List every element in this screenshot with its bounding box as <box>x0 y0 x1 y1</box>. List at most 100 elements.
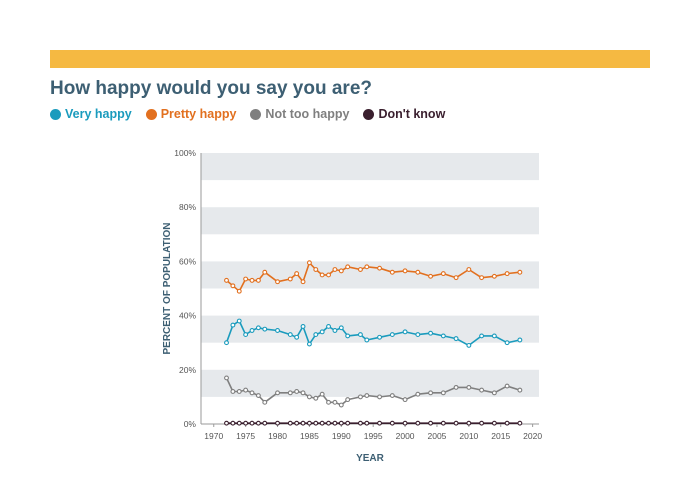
data-point <box>243 420 249 426</box>
data-point <box>294 389 300 394</box>
data-point <box>402 397 408 403</box>
x-axis-label: YEAR <box>356 453 385 464</box>
header-accent-bar <box>50 50 650 68</box>
data-point <box>294 334 300 340</box>
data-point <box>364 337 370 343</box>
chart-title: How happy would you say you are? <box>50 78 372 99</box>
data-point <box>230 420 236 426</box>
data-point <box>319 329 325 335</box>
data-point <box>224 375 229 381</box>
y-axis-label: PERCENT OF POPULATION <box>162 222 173 354</box>
data-point <box>402 420 408 426</box>
data-point <box>262 420 268 426</box>
y-tick-label: 0% <box>184 419 197 429</box>
legend-label-not-too-happy: Not too happy <box>265 107 350 121</box>
data-point <box>294 271 300 277</box>
x-tick-label: 1985 <box>300 431 319 441</box>
data-point <box>517 269 523 275</box>
grid-band-1 <box>201 207 539 235</box>
data-point <box>466 342 472 348</box>
data-point <box>262 269 268 275</box>
data-point <box>326 272 331 278</box>
data-point <box>338 420 344 426</box>
x-tick-label: 2005 <box>428 431 447 441</box>
data-point <box>389 332 395 338</box>
x-tick-label: 2010 <box>459 431 478 441</box>
data-point <box>402 329 408 335</box>
data-point <box>332 267 338 272</box>
data-point <box>491 273 497 279</box>
data-point <box>275 279 280 285</box>
x-tick-label: 1995 <box>364 431 383 441</box>
grid-band-2 <box>201 261 539 289</box>
legend-item-dont-know: Don't know <box>363 107 445 121</box>
data-point <box>230 322 236 328</box>
data-point <box>249 390 255 396</box>
data-point <box>306 420 312 426</box>
data-point <box>357 394 363 400</box>
data-point <box>255 277 261 283</box>
data-point <box>326 420 331 426</box>
data-point <box>479 387 485 393</box>
y-tick-label: 40% <box>179 311 196 321</box>
data-point <box>313 395 319 401</box>
legend-item-pretty-happy: Pretty happy <box>145 107 236 121</box>
data-point <box>236 318 242 324</box>
legend-swatch-very-happy <box>50 108 61 120</box>
data-point <box>287 276 293 282</box>
data-point <box>230 283 236 289</box>
data-point <box>453 336 459 342</box>
data-point <box>243 387 249 393</box>
data-point <box>357 332 363 338</box>
data-point <box>326 399 331 405</box>
data-point <box>255 325 261 331</box>
data-point <box>287 390 293 396</box>
data-point <box>313 267 319 272</box>
data-point <box>415 391 421 397</box>
data-point <box>357 267 363 272</box>
data-point <box>491 333 497 339</box>
data-point <box>230 389 236 394</box>
legend-label-very-happy: Very happy <box>65 107 132 121</box>
data-point <box>313 420 319 426</box>
data-point <box>377 265 383 271</box>
data-point <box>466 267 472 272</box>
data-point <box>364 420 370 426</box>
data-point <box>440 420 446 426</box>
data-point <box>236 389 242 394</box>
data-point <box>491 420 497 426</box>
y-tick-label: 80% <box>179 202 196 212</box>
data-point <box>504 383 510 389</box>
data-point <box>262 326 268 332</box>
data-point <box>319 420 325 426</box>
data-point <box>479 420 485 426</box>
x-tick-label: 1970 <box>204 431 223 441</box>
data-point <box>440 333 446 339</box>
y-tick-label: 100% <box>174 148 196 158</box>
data-point <box>306 341 312 347</box>
legend-swatch-not-too-happy <box>250 108 262 120</box>
grid-band-0 <box>201 153 539 181</box>
data-point <box>300 279 306 285</box>
data-point <box>491 390 497 396</box>
data-point <box>377 394 383 400</box>
data-point <box>453 420 459 426</box>
data-point <box>440 390 446 396</box>
data-point <box>389 269 395 275</box>
legend-swatch-dont-know <box>363 108 375 120</box>
data-point <box>236 420 242 426</box>
data-point <box>262 399 268 405</box>
data-point <box>243 332 249 338</box>
data-point <box>294 420 300 426</box>
data-point <box>364 264 370 270</box>
data-point <box>479 275 485 281</box>
x-tick-label: 2015 <box>491 431 510 441</box>
legend-label-dont-know: Don't know <box>378 107 446 121</box>
data-point <box>453 275 459 281</box>
data-point <box>466 384 472 390</box>
data-point <box>428 420 434 426</box>
data-point <box>428 330 434 336</box>
data-point <box>504 340 510 346</box>
data-point <box>466 420 472 426</box>
